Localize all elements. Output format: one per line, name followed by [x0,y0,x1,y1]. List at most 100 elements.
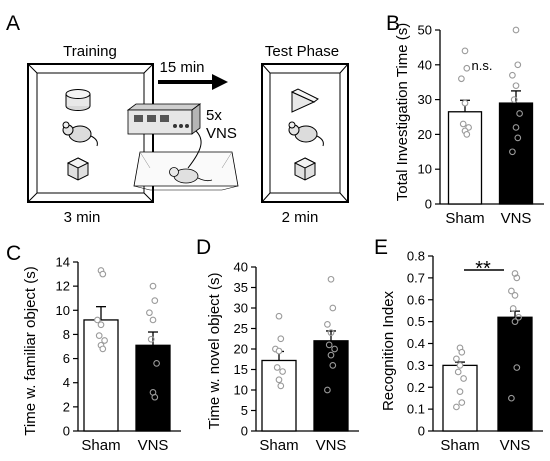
prism-object-icon [290,88,319,113]
stimulator-device-icon [126,103,202,135]
chart-panel-e: E Recognition Index ** 0 0.1 0.2 0.3 0.4 0.5 0… [374,236,543,454]
data-point [508,394,515,402]
y-tick-label: 0 [63,424,70,439]
data-point [149,316,157,324]
data-point [97,321,105,329]
bar-sham [447,111,483,205]
y-tick-label: 30 [418,92,432,107]
y-tick-label: 10 [234,383,248,398]
cage-icon [133,130,239,191]
bar-vns [497,316,533,432]
data-point [275,376,283,384]
y-tick-label: 8 [63,327,70,342]
training-label: Training [63,43,117,60]
data-point [275,312,283,320]
data-point [512,82,520,90]
data-point [324,321,331,328]
significance-label-e: ** [475,258,491,280]
panel-label-a: A [6,12,20,35]
data-point [453,355,460,363]
category-label: VNS [138,437,169,454]
data-point [279,368,286,375]
data-point [456,388,464,395]
data-point [512,124,520,131]
data-point [453,403,460,411]
data-point [461,47,469,55]
right-arrow-icon [158,74,228,90]
data-point [461,99,469,107]
category-label: VNS [500,437,531,454]
category-label: Sham [259,437,298,454]
category-label: Sham [440,437,479,454]
y-tick-label: 12 [56,279,70,294]
panel-label-d: D [196,236,211,259]
data-point [273,364,281,371]
y-tick-label: 10 [418,162,432,177]
data-point [514,134,522,142]
data-point [149,282,157,290]
y-axis-label-e: Recognition Index [380,290,397,411]
data-point [325,341,333,349]
data-point [277,335,285,343]
panel-label-c: C [6,242,21,265]
bar-sham [442,364,478,432]
y-tick-label: 0 [241,424,248,439]
data-point [458,75,465,83]
data-point [514,61,522,69]
y-tick-label: 14 [56,255,70,270]
cylinder-object-icon [65,89,91,111]
test-hexagon-object-icon [293,157,317,181]
y-tick-label: 0 [418,424,425,439]
panel-label-b: B [386,12,400,35]
y-tick-label: 0.3 [407,358,425,373]
data-point [458,348,466,356]
data-point [151,297,159,304]
y-tick-label: 0 [425,197,432,212]
y-tick-label: 0.1 [407,402,425,417]
bar-vns [498,102,534,205]
y-tick-label: 30 [234,301,248,316]
y-tick-label: 40 [418,57,432,72]
bar-vns [135,344,171,432]
data-point [275,347,283,355]
mouse-icon [62,121,98,147]
data-point [94,316,101,324]
y-tick-label: 0.5 [407,314,425,329]
data-point [458,399,466,406]
data-point [510,96,518,103]
stim-label-1: 5x [206,107,222,124]
y-axis-label-c: Time w. familiar object (s) [22,266,39,435]
y-tick-label: 0.6 [407,292,425,307]
data-point [146,309,153,317]
y-tick-label: 0.2 [407,380,425,395]
bar-vns [313,340,349,432]
data-point [509,148,516,156]
category-label: VNS [316,437,347,454]
data-point [327,329,335,336]
data-point [515,313,522,321]
test-time-label: 2 min [282,209,319,226]
y-tick-label: 50 [418,23,432,38]
data-point [327,275,335,283]
y-tick-label: 40 [234,260,248,275]
data-point [512,26,520,34]
data-point [511,292,519,299]
data-point [459,120,467,128]
data-point [329,304,337,312]
data-point [509,71,516,79]
data-point [460,375,467,382]
y-axis-label-b: Total Investigation Time (s) [394,23,411,201]
data-point [513,274,521,282]
bar-sham [261,359,297,432]
data-point [153,360,160,367]
y-tick-label: 5 [241,403,248,418]
data-point [329,362,337,369]
data-point [277,382,285,390]
data-point [324,386,331,394]
significance-label-b: n.s. [472,58,493,73]
y-tick-label: 0.7 [407,270,425,285]
test-mouse-icon [288,121,324,147]
category-label: VNS [501,210,532,227]
chart-panel-d: D Time w. novel object (s) 0 5 10 15 20 25 30 3… [196,236,359,454]
